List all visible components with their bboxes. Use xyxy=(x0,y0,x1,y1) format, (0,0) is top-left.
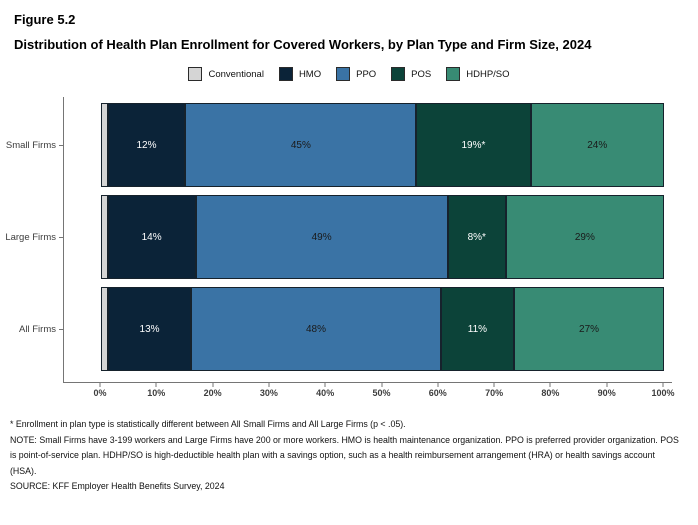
stacked-bar-chart: Small Firms Large Firms All Firms 12% 45% 19… xyxy=(0,97,698,403)
x-axis-tick-mark xyxy=(606,383,608,387)
bar-segment-large-firms-ppo: 49% xyxy=(195,195,448,279)
legend-item-hmo: HMO xyxy=(278,67,322,81)
bar-segment-small-firms-conventional xyxy=(101,103,108,187)
x-tick-label-30: 30% xyxy=(259,388,278,398)
legend-label-hmo: HMO xyxy=(298,68,322,80)
legend-label-ppo: PPO xyxy=(356,68,377,80)
segment-value-label: 11% xyxy=(467,323,488,335)
x-tick-label-60: 60% xyxy=(428,388,447,398)
legend-item-conventional: Conventional xyxy=(188,67,264,81)
segment-value-label: 45% xyxy=(290,139,311,151)
legend-swatch-conventional xyxy=(188,67,203,81)
y-label-small-firms: Small Firms xyxy=(5,139,56,151)
legend-swatch-ppo xyxy=(336,67,351,81)
segment-value-label: 13% xyxy=(139,323,160,335)
footnote-asterisk: * Enrollment in plan type is statistical… xyxy=(10,419,406,429)
x-tick-label-70: 70% xyxy=(485,388,504,398)
legend-swatch-hdhp-so xyxy=(446,67,461,81)
y-row-small-firms: Small Firms xyxy=(0,103,63,187)
bar-segment-all-firms-hdhp-so: 27% xyxy=(514,287,664,371)
x-tick-label-90: 90% xyxy=(597,388,616,398)
x-axis-tick-mark xyxy=(381,383,382,387)
figure-title: Distribution of Health Plan Enrollment f… xyxy=(14,37,592,52)
x-axis-tick-mark xyxy=(212,383,214,387)
legend-swatch-hmo xyxy=(278,67,293,81)
x-axis-tick-mark xyxy=(662,383,664,387)
y-label-large-firms: Large Firms xyxy=(5,231,56,243)
segment-value-label: 48% xyxy=(306,323,327,335)
y-axis-tick xyxy=(59,328,63,330)
x-axis-tick-mark xyxy=(549,383,551,387)
x-tick-label-100: 100% xyxy=(651,388,675,398)
segment-value-label: 27% xyxy=(579,323,600,335)
footnote-source: SOURCE: KFF Employer Health Benefits Sur… xyxy=(10,481,225,491)
plot-panel: 12% 45% 19%* 24% 14% 49% 8%* 29% 13% 48% 11% 27% xyxy=(63,97,672,383)
segment-value-label: 24% xyxy=(587,139,608,151)
x-axis-tick-mark xyxy=(99,383,101,387)
x-axis-tick-mark xyxy=(437,383,439,387)
bar-segment-small-firms-hdhp-so: 24% xyxy=(530,103,664,187)
legend-item-hdhp-so: HDHP/SO xyxy=(446,67,510,81)
x-axis-tick-mark xyxy=(155,383,157,387)
legend-item-ppo: PPO xyxy=(336,67,376,81)
figure-header: Figure 5.2 Distribution of Health Plan E… xyxy=(0,0,698,55)
bar-segment-large-firms-hdhp-so: 29% xyxy=(505,195,664,279)
segment-value-label: 29% xyxy=(574,231,595,243)
figure-number: Figure 5.2 xyxy=(14,12,76,27)
x-tick-label-50: 50% xyxy=(372,388,391,398)
y-axis-labels: Small Firms Large Firms All Firms xyxy=(0,97,63,383)
bar-segment-all-firms-pos: 11% xyxy=(440,287,515,371)
x-tick-label-80: 80% xyxy=(541,388,560,398)
bar-segment-large-firms-hmo: 14% xyxy=(107,195,196,279)
segment-value-label: 12% xyxy=(136,139,157,151)
x-tick-label-0: 0% xyxy=(93,388,107,398)
bar-large-firms: 14% 49% 8%* 29% xyxy=(101,195,664,279)
x-tick-label-10: 10% xyxy=(147,388,166,398)
segment-value-label: 8%* xyxy=(467,231,486,243)
segment-value-label: 14% xyxy=(141,231,162,243)
x-axis: 0% 10% 20% 30% 40% 50% 60% 70% 80% 90% 100% xyxy=(93,383,675,403)
segment-value-label: 49% xyxy=(311,231,332,243)
x-axis-tick-mark xyxy=(324,383,326,387)
y-row-large-firms: Large Firms xyxy=(0,195,63,279)
bar-all-firms: 13% 48% 11% 27% xyxy=(101,287,664,371)
legend-label-hdhp-so: HDHP/SO xyxy=(466,68,510,80)
bar-segment-all-firms-ppo: 48% xyxy=(191,287,441,371)
legend-swatch-pos xyxy=(391,67,406,81)
bar-segment-all-firms-conventional xyxy=(101,287,108,371)
footnotes: * Enrollment in plan type is statistical… xyxy=(0,403,698,495)
legend: Conventional HMO PPO POS HDHP/SO xyxy=(0,67,698,81)
bar-segment-small-firms-ppo: 45% xyxy=(185,103,417,187)
x-tick-label-20: 20% xyxy=(203,388,222,398)
bar-segment-all-firms-hmo: 13% xyxy=(107,287,192,371)
legend-label-pos: POS xyxy=(411,68,432,80)
x-axis-tick-mark xyxy=(268,383,270,387)
legend-item-pos: POS xyxy=(391,67,431,81)
y-label-all-firms: All Firms xyxy=(19,323,56,335)
legend-label-conventional: Conventional xyxy=(208,68,264,80)
footnote-note: NOTE: Small Firms have 3-199 workers and… xyxy=(10,434,679,476)
bar-segment-large-firms-conventional xyxy=(101,195,108,279)
segment-value-label: 19%* xyxy=(461,139,486,151)
bars-area: 12% 45% 19%* 24% 14% 49% 8%* 29% 13% 48% 11% 27% xyxy=(101,97,664,371)
bar-small-firms: 12% 45% 19%* 24% xyxy=(101,103,664,187)
y-row-all-firms: All Firms xyxy=(0,287,63,371)
x-axis-tick-mark xyxy=(493,383,495,387)
y-axis-tick xyxy=(59,144,63,146)
y-axis-tick xyxy=(59,236,63,238)
bar-segment-small-firms-hmo: 12% xyxy=(107,103,186,187)
bar-segment-small-firms-pos: 19%* xyxy=(416,103,531,187)
bar-segment-large-firms-pos: 8%* xyxy=(447,195,506,279)
x-tick-label-40: 40% xyxy=(316,388,335,398)
